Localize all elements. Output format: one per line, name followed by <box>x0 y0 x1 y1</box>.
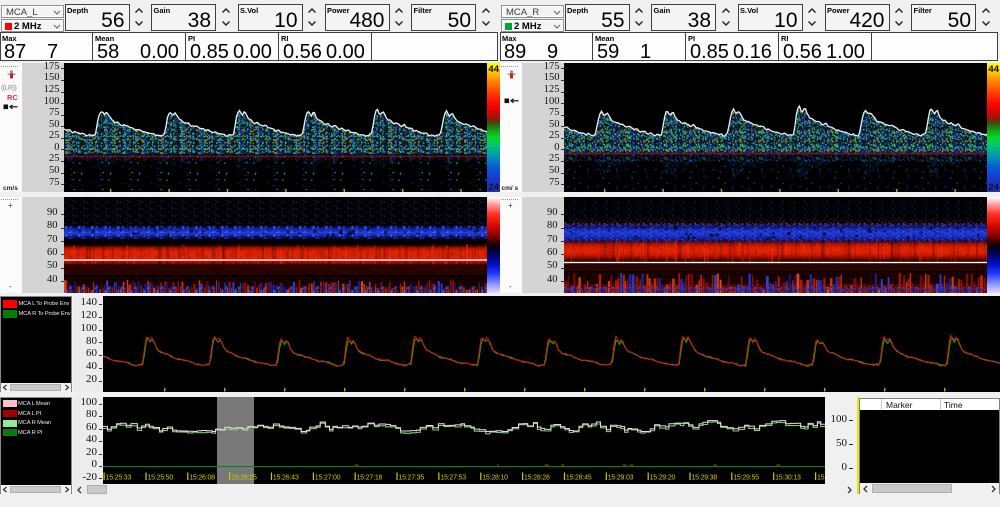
svg-text:15:29:20: 15:29:20 <box>650 475 676 482</box>
svg-text:15:28:28: 15:28:28 <box>524 475 550 482</box>
svg-text:15:29:38: 15:29:38 <box>691 475 717 482</box>
svg-text:15:28:45: 15:28:45 <box>566 475 592 482</box>
svg-text:15:25:50: 15:25:50 <box>147 475 173 482</box>
svg-text:15:30:30: 15:30:30 <box>817 475 825 482</box>
svg-text:15:27:00: 15:27:00 <box>315 475 341 482</box>
svg-text:15:26:43: 15:26:43 <box>273 475 299 482</box>
svg-text:15:30:13: 15:30:13 <box>775 475 801 482</box>
svg-text:15:28:10: 15:28:10 <box>482 475 508 482</box>
svg-text:15:27:35: 15:27:35 <box>398 475 424 482</box>
svg-text:15:27:53: 15:27:53 <box>440 475 466 482</box>
svg-text:15:26:08: 15:26:08 <box>189 475 215 482</box>
svg-text:15:25:33: 15:25:33 <box>106 475 132 482</box>
svg-text:15:29:03: 15:29:03 <box>608 475 634 482</box>
svg-text:15:26:25: 15:26:25 <box>231 475 257 482</box>
svg-text:15:29:55: 15:29:55 <box>733 475 759 482</box>
svg-text:15:27:18: 15:27:18 <box>357 475 383 482</box>
